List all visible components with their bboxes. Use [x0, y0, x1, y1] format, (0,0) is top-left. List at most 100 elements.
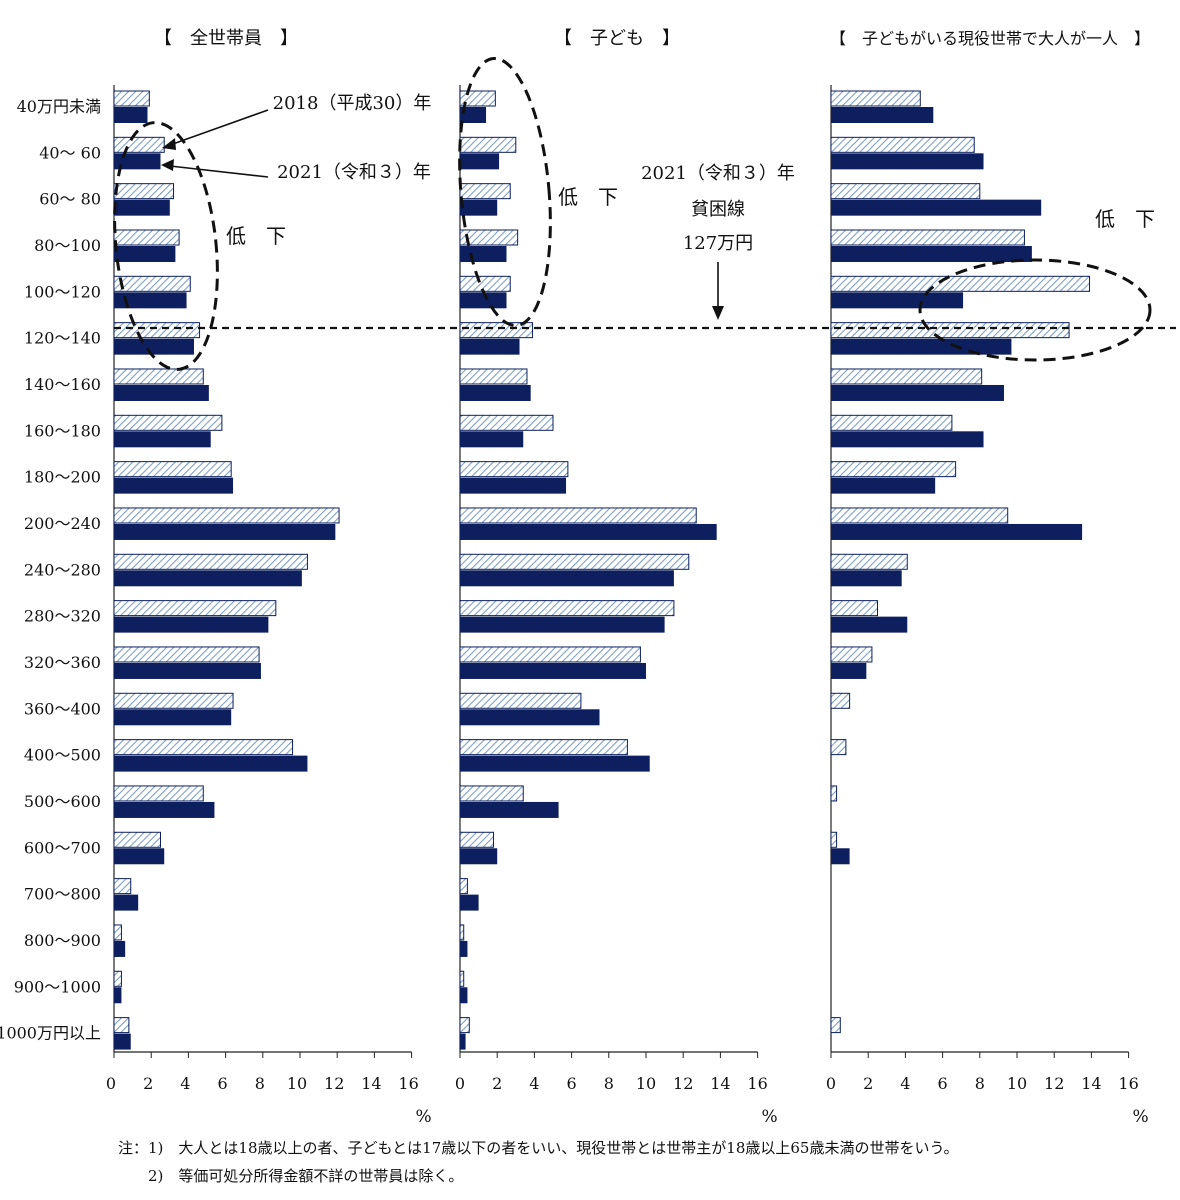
- category-label: 280～320: [24, 607, 101, 626]
- bar-2021: [831, 338, 1012, 355]
- decline-annotation: 低 下: [1095, 207, 1155, 231]
- category-label: 240～280: [24, 560, 101, 579]
- x-tick-label: 16: [398, 1074, 418, 1093]
- panel-title: 【 全世帯員 】: [154, 28, 298, 49]
- bar-2021: [460, 523, 717, 540]
- x-tick-label: 12: [324, 1074, 344, 1093]
- bar-2018: [830, 368, 983, 385]
- footnote-2: 2) 等価可処分所得金額不詳の世帯員は除く。: [148, 1167, 464, 1185]
- x-unit-label: %: [1133, 1107, 1149, 1127]
- x-tick-label: 4: [180, 1074, 190, 1093]
- bar-2021: [114, 384, 209, 401]
- bar-2018: [459, 924, 465, 941]
- x-tick-label: 12: [673, 1074, 693, 1093]
- x-tick-label: 0: [826, 1074, 836, 1093]
- x-tick-label: 12: [1044, 1074, 1064, 1093]
- bar-2018: [459, 739, 628, 756]
- callout-arrow-2018-line: [169, 109, 269, 146]
- bar-2018: [113, 183, 175, 200]
- bar-2021: [114, 338, 194, 355]
- x-tick-label: 0: [455, 1074, 465, 1093]
- bar-2021: [460, 107, 487, 123]
- bar-2021: [460, 616, 665, 633]
- poverty-line-label-value: 127万円: [683, 233, 753, 254]
- legend-callout-2021: 2021（令和３）年: [277, 162, 431, 183]
- bar-2021: [831, 153, 984, 170]
- bar-2021: [114, 616, 269, 633]
- bar-2018: [830, 507, 1009, 524]
- chart-bars-layer: [113, 90, 1091, 1050]
- bar-2021: [831, 107, 934, 123]
- x-tick-label: 4: [900, 1074, 910, 1093]
- category-label: 200～240: [24, 514, 101, 533]
- bar-2021: [831, 570, 902, 587]
- category-label: 900～1000: [14, 977, 101, 996]
- bar-2021: [831, 616, 908, 633]
- x-tick-label: 8: [975, 1074, 985, 1093]
- bar-2021: [460, 848, 498, 865]
- bar-2018: [459, 692, 582, 709]
- bar-2018: [113, 322, 201, 339]
- bar-2018: [113, 692, 234, 709]
- bar-2021: [460, 755, 650, 772]
- callout-arrow-2018-head: [162, 138, 176, 150]
- bar-2021: [114, 153, 161, 170]
- callout-arrow-2021-head: [161, 159, 174, 171]
- bar-2018: [113, 368, 204, 385]
- bar-2021: [460, 431, 524, 448]
- x-tick-label: 2: [492, 1074, 502, 1093]
- x-tick-label: 10: [636, 1074, 656, 1093]
- category-label: 60～ 80: [39, 190, 101, 209]
- bar-2021: [114, 431, 211, 448]
- x-tick-label: 2: [143, 1074, 153, 1093]
- bar-2018: [459, 878, 468, 895]
- category-label: 40万円未満: [17, 97, 101, 116]
- bar-2021: [460, 987, 468, 1004]
- x-tick-label: 6: [567, 1074, 577, 1093]
- callout-arrow-2021-line: [169, 165, 269, 178]
- bar-2021: [114, 709, 232, 726]
- x-unit-label: %: [762, 1107, 778, 1127]
- bar-2018: [459, 600, 675, 617]
- income-distribution-chart: 0 2 4 6 8 10 12 14 16% 【 全世帯員 】 0 2 4 6 8 10 12 14 16% 【 子ど…: [0, 28, 1176, 1127]
- bar-2018: [830, 553, 908, 570]
- category-label: 180～200: [24, 468, 101, 487]
- bar-2021: [831, 292, 964, 309]
- bar-2021: [460, 199, 498, 216]
- bar-2021: [460, 153, 500, 170]
- bar-2021: [114, 477, 234, 494]
- bar-2018: [459, 183, 511, 200]
- decline-ellipse-single: [918, 258, 1152, 362]
- footnotes: 注：1) 大人とは18歳以上の者、子どもとは17歳以下の者をいい、現役世帯とは世…: [118, 1134, 959, 1190]
- bar-2018: [830, 600, 878, 617]
- bar-2021: [460, 338, 520, 355]
- bar-2018: [459, 414, 554, 431]
- bar-2018: [830, 322, 1070, 339]
- bar-2018: [830, 785, 838, 802]
- bar-2018: [113, 739, 294, 756]
- category-label: 360～400: [24, 699, 101, 718]
- bar-2018: [830, 739, 847, 756]
- x-tick-label: 10: [287, 1074, 307, 1093]
- bar-2021: [831, 431, 984, 448]
- bar-2018: [459, 136, 517, 153]
- bar-2018: [113, 507, 340, 524]
- x-tick-label: 10: [1007, 1074, 1027, 1093]
- bar-2021: [460, 662, 646, 679]
- bar-2021: [831, 523, 1083, 540]
- bar-2018: [459, 507, 697, 524]
- bar-2018: [459, 831, 494, 848]
- bar-2021: [114, 107, 148, 123]
- bar-2018: [459, 553, 690, 570]
- x-tick-label: 16: [747, 1074, 767, 1093]
- poverty-line-label-year: 2021（令和３）年: [641, 163, 795, 184]
- bar-2018: [459, 322, 534, 339]
- bar-2018: [113, 136, 165, 153]
- poverty-line-label-title: 貧困線: [691, 199, 745, 220]
- bar-2018: [830, 414, 953, 431]
- bar-2021: [114, 570, 302, 587]
- x-tick-label: 14: [1081, 1074, 1101, 1093]
- bar-2018: [459, 1017, 470, 1034]
- bar-2018: [459, 90, 496, 107]
- decline-annotation: 低 下: [558, 185, 618, 209]
